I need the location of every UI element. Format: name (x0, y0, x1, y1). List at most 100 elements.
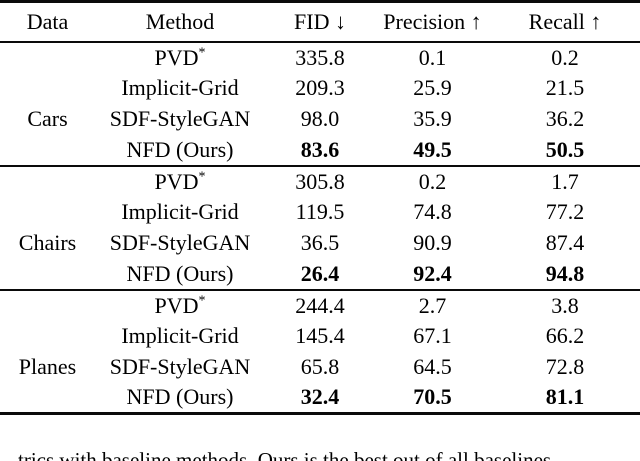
recall-value: 0.2 (551, 44, 579, 70)
method-label: Implicit-Grid (121, 75, 239, 100)
col-header-method: Method (145, 8, 215, 34)
col-header-fid: FID ↓ (294, 8, 346, 34)
recall-value: 1.7 (551, 168, 579, 194)
precision-value: 0.1 (418, 44, 447, 70)
table-row: PVD* 305.8 0.2 1.7 (0, 166, 640, 197)
method-cell: SDF-StyleGAN (95, 352, 265, 383)
fid-value: 36.5 (300, 230, 340, 255)
precision-value: 25.9 (413, 75, 452, 100)
method-label: SDF-StyleGAN (109, 230, 251, 255)
asterisk-superscript: * (198, 169, 206, 185)
recall-value: 66.2 (545, 323, 585, 348)
precision-value: 2.7 (418, 292, 447, 318)
method-cell: NFD (Ours) (95, 383, 265, 414)
table-row-ours: NFD (Ours) 83.6 49.5 50.5 (0, 135, 640, 166)
data-label-cell (0, 197, 95, 228)
data-label-cell (0, 383, 95, 414)
data-label-cell (0, 42, 95, 73)
method-cell: Implicit-Grid (95, 73, 265, 104)
method-label: Implicit-Grid (121, 323, 239, 348)
method-cell: SDF-StyleGAN (95, 104, 265, 135)
header-row: Data Method FID ↓ Precision ↑ Recall ↑ (0, 2, 640, 42)
recall-value: 50.5 (545, 136, 585, 162)
col-header-data: Data (26, 8, 69, 34)
method-label: SDF-StyleGAN (109, 354, 251, 379)
table-row: Cars SDF-StyleGAN 98.0 35.9 36.2 (0, 104, 640, 135)
table-row: PVD* 335.8 0.1 0.2 (0, 42, 640, 73)
method-label: NFD (Ours) (126, 260, 234, 286)
method-cell: NFD (Ours) (95, 259, 265, 290)
data-label-cell: Planes (18, 354, 77, 379)
table-row: Planes SDF-StyleGAN 65.8 64.5 72.8 (0, 352, 640, 383)
method-label: NFD (Ours) (126, 136, 234, 162)
fid-value: 305.8 (295, 168, 345, 194)
recall-value: 72.8 (545, 354, 585, 379)
recall-value: 36.2 (545, 106, 585, 131)
caption-text-clipped: trics with baseline methods. Ours is the… (18, 448, 552, 461)
method-cell: Implicit-Grid (95, 197, 265, 228)
method-cell: PVD* (95, 42, 265, 73)
data-label-cell (0, 73, 95, 104)
data-label-cell (0, 321, 95, 352)
method-label: PVD (154, 168, 199, 194)
table-header: Data Method FID ↓ Precision ↑ Recall ↑ (0, 2, 640, 42)
precision-value: 0.2 (418, 168, 447, 194)
data-label-cell (0, 259, 95, 290)
fid-value: 335.8 (295, 44, 345, 70)
data-label-cell (0, 166, 95, 197)
fid-value: 98.0 (300, 106, 340, 131)
group-planes: PVD* 244.4 2.7 3.8 Implicit-Grid 145.4 6… (0, 289, 640, 414)
data-label-cell: Cars (27, 106, 68, 131)
precision-value: 49.5 (413, 136, 452, 162)
recall-value: 87.4 (545, 230, 585, 255)
group-chairs: PVD* 305.8 0.2 1.7 Implicit-Grid 119.5 7… (0, 165, 640, 290)
fid-value: 145.4 (295, 323, 345, 348)
method-label: SDF-StyleGAN (109, 106, 251, 131)
data-label-cell (0, 135, 95, 166)
precision-value: 35.9 (413, 106, 452, 131)
method-cell: Implicit-Grid (95, 321, 265, 352)
group-cars: PVD* 335.8 0.1 0.2 Implicit-Grid 209.3 2… (0, 42, 640, 166)
recall-value: 3.8 (551, 292, 579, 318)
fid-value: 26.4 (300, 260, 340, 286)
method-label: Implicit-Grid (121, 199, 239, 224)
asterisk-superscript: * (198, 293, 206, 309)
recall-value: 81.1 (545, 384, 585, 410)
table-row-ours: NFD (Ours) 26.4 92.4 94.8 (0, 259, 640, 290)
precision-value: 74.8 (413, 199, 452, 224)
precision-value: 70.5 (413, 384, 452, 410)
fid-value: 32.4 (300, 384, 340, 410)
method-cell: SDF-StyleGAN (95, 228, 265, 259)
fid-value: 209.3 (295, 75, 345, 100)
table-row: Chairs SDF-StyleGAN 36.5 90.9 87.4 (0, 228, 640, 259)
table-row-ours: NFD (Ours) 32.4 70.5 81.1 (0, 383, 640, 414)
table-row: PVD* 244.4 2.7 3.8 (0, 290, 640, 321)
fid-value: 244.4 (295, 292, 345, 318)
method-label: PVD (154, 292, 199, 318)
precision-value: 92.4 (413, 260, 452, 286)
col-header-precision: Precision ↑ (383, 8, 482, 34)
table-row: Implicit-Grid 145.4 67.1 66.2 (0, 321, 640, 352)
method-label: PVD (154, 44, 199, 70)
asterisk-superscript: * (198, 45, 206, 61)
fid-value: 83.6 (300, 136, 340, 162)
data-label-cell (0, 290, 95, 321)
table-row: Implicit-Grid 119.5 74.8 77.2 (0, 197, 640, 228)
table-row: Implicit-Grid 209.3 25.9 21.5 (0, 73, 640, 104)
method-cell: NFD (Ours) (95, 135, 265, 166)
data-label-cell: Chairs (18, 230, 77, 255)
precision-value: 67.1 (413, 323, 452, 348)
precision-value: 64.5 (413, 354, 452, 379)
fid-value: 119.5 (295, 199, 345, 224)
col-header-recall: Recall ↑ (528, 8, 602, 34)
method-cell: PVD* (95, 166, 265, 197)
fid-value: 65.8 (300, 354, 340, 379)
recall-value: 21.5 (545, 75, 585, 100)
precision-value: 90.9 (413, 230, 452, 255)
recall-value: 77.2 (545, 199, 585, 224)
recall-value: 94.8 (545, 260, 585, 286)
results-table: Data Method FID ↓ Precision ↑ Recall ↑ P… (0, 0, 640, 415)
method-cell: PVD* (95, 290, 265, 321)
method-label: NFD (Ours) (126, 384, 234, 410)
